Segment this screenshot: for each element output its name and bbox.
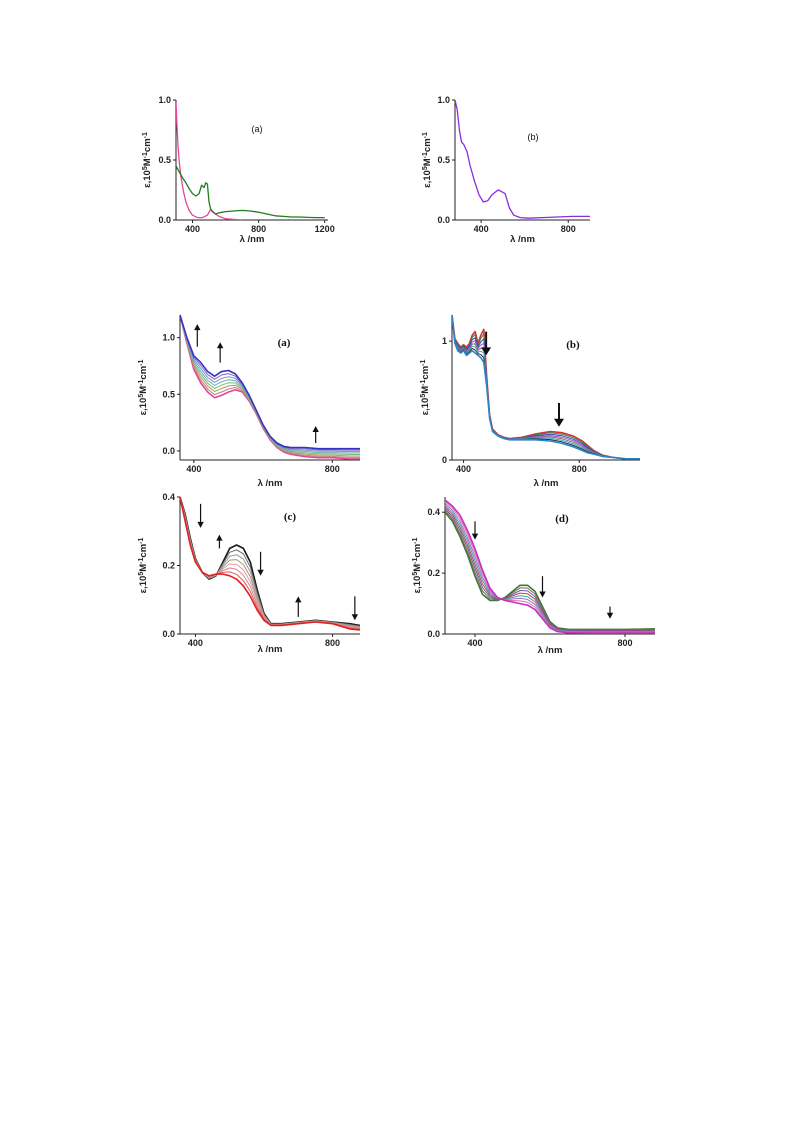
spectrum-line-1: [180, 496, 360, 627]
panel-label: (d): [555, 513, 569, 525]
up-arrow-icon: [216, 534, 223, 549]
up-arrow-icon: [295, 596, 302, 617]
panel-label: (a): [278, 337, 291, 349]
series-group: [455, 99, 590, 219]
spectrum-line-0: [180, 496, 360, 627]
x-tick-label: 800: [251, 224, 266, 234]
spectrum-line-3: [180, 496, 360, 628]
series-line-1: [176, 165, 325, 219]
panel-label: (c): [284, 511, 297, 523]
down-arrow-icon: [471, 521, 479, 540]
spectrum-line-3: [445, 506, 655, 632]
x-tick-label: 400: [474, 224, 489, 234]
down-arrow-icon: [554, 402, 565, 427]
x-axis-label: λ /nm: [510, 234, 535, 245]
x-axis-label: λ /nm: [258, 478, 283, 489]
x-axis-label: λ /nm: [534, 478, 559, 489]
chart-bottom-b: 400 800 0 1 λ /nm ε,105M-1cm-1 (b): [420, 314, 640, 489]
panel-label: (a): [252, 124, 263, 134]
y-axis-label: ε,105M-1cm-1: [138, 360, 150, 416]
series-line-0: [455, 99, 590, 219]
x-tick-label: 400: [456, 464, 471, 474]
x-axis-label: λ /nm: [538, 645, 563, 656]
y-tick-label: 0.2: [427, 568, 440, 578]
spectrum-line-7: [180, 314, 360, 450]
spectrum-line-0: [445, 511, 655, 631]
chart-bottom-d: 400 800 0.0 0.2 0.4 λ /nm ε,105M-1cm-1 (d): [412, 497, 655, 656]
spectrum-line-6: [180, 496, 360, 630]
x-tick-label: 800: [572, 464, 587, 474]
series-group: [180, 314, 360, 460]
y-tick-label: 0.4: [427, 507, 440, 517]
y-tick-label: 0.0: [437, 215, 450, 225]
y-tick-label: 0.0: [158, 215, 171, 225]
series-line-0: [176, 102, 243, 220]
up-arrow-icon: [194, 324, 201, 347]
y-tick-label: 0: [442, 455, 447, 465]
y-tick-label: 0.0: [162, 629, 175, 639]
y-tick-label: 0.0: [162, 446, 175, 456]
x-tick-label: 400: [188, 638, 203, 648]
down-arrow-icon: [481, 331, 492, 356]
x-tick-label: 800: [325, 464, 340, 474]
y-axis-label: ε,105M-1cm-1: [412, 538, 424, 594]
chart-top-a: 400 800 1200 0.0 0.5 1.0 λ /nm ε,105M-1cm-1 (a): [142, 95, 335, 245]
down-arrow-icon: [257, 551, 264, 576]
y-tick-label: 0.5: [158, 155, 171, 165]
spectrum-line-7: [452, 314, 640, 460]
y-axis-label: ε,105M-1cm-1: [420, 360, 432, 416]
y-tick-label: 1.0: [162, 333, 175, 343]
y-tick-label: 0.2: [162, 561, 175, 571]
panel-label: (b): [528, 132, 539, 142]
series-group: [445, 499, 655, 634]
up-arrow-icon: [312, 426, 319, 444]
y-tick-label: 1: [442, 336, 447, 346]
spectrum-line-1: [445, 510, 655, 631]
x-axis-label: λ /nm: [258, 644, 283, 655]
y-tick-label: 1.0: [158, 95, 171, 105]
x-tick-label: 800: [617, 638, 632, 648]
series-group: [180, 496, 360, 631]
y-tick-label: 0.4: [162, 492, 175, 502]
y-axis-label: ε,105M-1cm-1: [422, 132, 434, 188]
chart-bottom-c: 400 800 0.0 0.2 0.4 λ /nm ε,105M-1cm-1 (c): [138, 492, 360, 655]
y-tick-label: 0.0: [427, 629, 440, 639]
spectrum-line-5: [180, 314, 360, 453]
chart-top-b: 400 800 0.0 0.5 1.0 λ /nm ε,105M-1cm-1 (b): [422, 95, 590, 245]
down-arrow-icon: [197, 503, 204, 528]
x-tick-label: 800: [325, 638, 340, 648]
x-axis-label: λ /nm: [240, 234, 265, 245]
up-arrow-icon: [216, 342, 224, 363]
y-tick-label: 0.5: [437, 155, 450, 165]
y-axis-label: ε,105M-1cm-1: [138, 538, 150, 594]
panel-label: (b): [566, 339, 580, 351]
chart-bottom-a: 400 800 0.0 0.5 1.0 λ /nm ε,105M-1cm-1 (a): [138, 314, 360, 489]
spectrum-line-5: [445, 503, 655, 633]
spectrum-line-4: [180, 496, 360, 629]
series-group: [176, 102, 325, 220]
spectrum-line-7: [445, 499, 655, 634]
x-tick-label: 1200: [315, 224, 335, 234]
spectrum-line-4: [180, 314, 360, 454]
down-arrow-icon: [539, 576, 546, 598]
y-axis-label: ε,105M-1cm-1: [142, 132, 154, 188]
down-arrow-icon: [351, 596, 359, 621]
x-tick-label: 400: [467, 638, 482, 648]
spectrum-line-5: [180, 496, 360, 630]
spectrum-line-7: [180, 496, 360, 631]
y-tick-label: 1.0: [437, 95, 450, 105]
spectrum-line-2: [180, 496, 360, 628]
x-tick-label: 800: [561, 224, 576, 234]
y-tick-label: 0.5: [162, 389, 175, 399]
series-group: [452, 314, 640, 460]
x-tick-label: 400: [186, 464, 201, 474]
down-arrow-icon: [606, 606, 614, 619]
x-tick-label: 400: [185, 224, 200, 234]
